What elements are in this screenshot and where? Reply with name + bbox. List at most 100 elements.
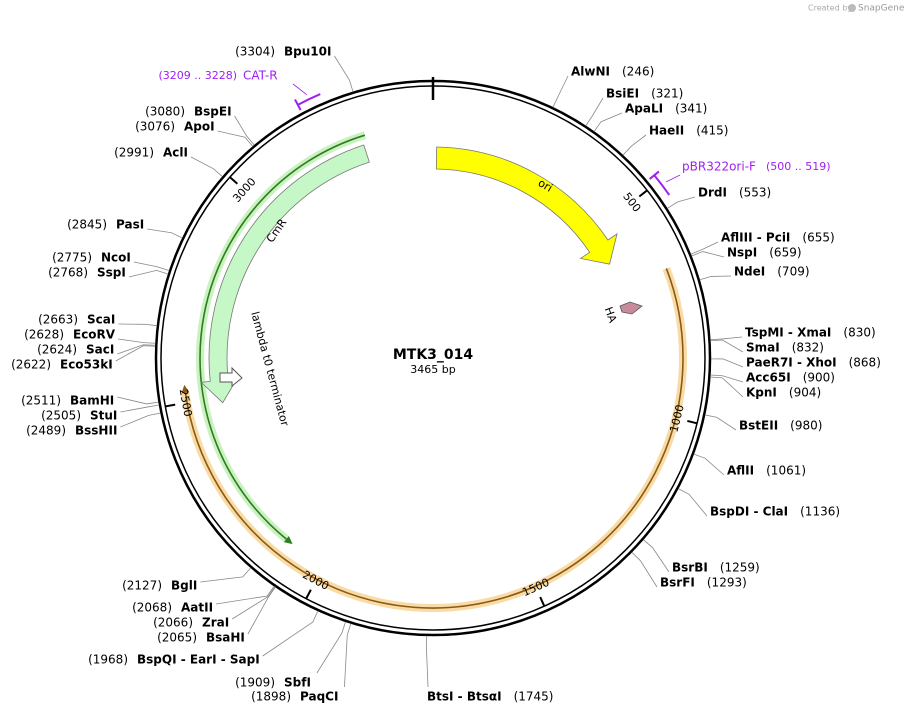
- primer-name: pBR322ori-F: [682, 160, 756, 174]
- enzyme-leader: [262, 610, 319, 657]
- enzyme-name: BspQI - EarI - SapI: [137, 653, 260, 667]
- primer-name: CAT-R: [243, 69, 278, 83]
- enzyme-leader: [118, 338, 156, 344]
- enzyme-site: (2628): [24, 328, 64, 342]
- enzyme-leader: [128, 269, 169, 278]
- enzyme-leader: [593, 112, 623, 132]
- enzyme-name: PasI: [116, 218, 144, 232]
- logo-icon: [848, 4, 856, 12]
- enzyme-name: PaqCI: [300, 690, 338, 704]
- enzyme-site: (246): [622, 65, 654, 79]
- enzyme-leader: [231, 586, 276, 620]
- enzyme-name: ApaLI: [625, 102, 663, 116]
- enzyme-site: (3304): [235, 45, 275, 59]
- plasmid-name: MTK3_014: [393, 347, 474, 363]
- enzyme-name: NdeI: [734, 265, 765, 279]
- cmr-feature: [200, 144, 370, 404]
- enzyme-name: PaeR7I - XhoI: [746, 356, 837, 370]
- enzyme-site: (3080): [145, 105, 185, 119]
- enzyme-leader: [710, 358, 744, 368]
- enzyme-leader: [147, 228, 183, 239]
- arrow-head: [283, 535, 293, 545]
- tick-label: 2000: [300, 568, 331, 593]
- enzyme-name: ZraI: [202, 616, 229, 630]
- enzyme-leader: [234, 115, 255, 146]
- enzyme-leader: [120, 404, 160, 413]
- enzyme-site: (553): [739, 186, 771, 200]
- enzyme-site: (830): [843, 326, 875, 340]
- tick-mark: [229, 176, 239, 185]
- enzyme-leader: [120, 412, 161, 428]
- feature-line: [184, 268, 684, 609]
- tick-label: 500: [620, 190, 643, 215]
- enzyme-site: (1745): [514, 690, 554, 704]
- tick-mark: [687, 419, 698, 425]
- enzyme-name: NcoI: [101, 251, 131, 265]
- primer-tick: [649, 170, 660, 180]
- enzyme-site: (2066): [153, 616, 193, 630]
- enzyme-name: AatII: [181, 601, 213, 615]
- plasmid-length: 3465 bp: [410, 363, 455, 376]
- enzyme-name: BsrBI: [672, 561, 708, 575]
- primer-leader: [292, 83, 308, 96]
- tick-label: 2500: [177, 388, 195, 418]
- enzyme-leader: [585, 97, 604, 127]
- enzyme-leader: [426, 635, 429, 688]
- enzyme-site: (2489): [26, 424, 66, 438]
- terminator-arrow: [219, 366, 243, 388]
- enzyme-site: (2768): [48, 266, 88, 280]
- enzyme-name: TspMI - XmaI: [745, 326, 831, 340]
- enzyme-site: (2511): [21, 394, 61, 408]
- enzyme-site: (709): [777, 265, 809, 279]
- enzyme-leader: [117, 344, 156, 355]
- enzyme-leader: [133, 261, 170, 272]
- feature-label: lambda t0 terminator: [248, 310, 291, 428]
- enzyme-site: (1061): [766, 464, 806, 478]
- enzyme-name: Bpu10I: [284, 45, 331, 59]
- ori-feature: [435, 146, 618, 265]
- tick-mark: [638, 189, 648, 198]
- primer-range: (3209 .. 3228): [158, 69, 237, 82]
- enzyme-leader: [190, 156, 223, 177]
- created-by: Created by: [808, 4, 852, 13]
- enzyme-site: (1909): [235, 676, 275, 690]
- enzyme-leader: [316, 621, 346, 674]
- tick-label: 1000: [667, 403, 686, 433]
- ha-arrow: [619, 301, 643, 315]
- enzyme-name: KpnI: [746, 386, 777, 400]
- enzyme-name: BsaHI: [206, 631, 245, 645]
- arrow-head: [181, 384, 190, 394]
- enzyme-leader: [710, 339, 744, 353]
- enzyme-site: (1898): [251, 690, 291, 704]
- enzyme-site: (341): [675, 102, 707, 116]
- brand: SnapGene: [858, 4, 905, 14]
- enzyme-name: BglI: [171, 579, 197, 593]
- enzyme-site: (2663): [38, 313, 78, 327]
- enzyme-leader: [710, 376, 744, 398]
- enzyme-site: (659): [769, 246, 801, 260]
- enzyme-leader: [710, 374, 744, 383]
- primer-leader: [665, 174, 681, 183]
- enzyme-name: AlwNI: [571, 65, 610, 79]
- enzyme-name: AclI: [163, 146, 188, 160]
- enzyme-leader: [216, 585, 275, 605]
- enzyme-site: (1259): [720, 561, 760, 575]
- enzyme-site: (2622): [11, 358, 51, 372]
- tick-mark: [165, 403, 176, 408]
- enzyme-leader: [217, 130, 254, 147]
- feature-label: HA: [602, 305, 620, 325]
- enzyme-name: Acc65I: [746, 371, 791, 385]
- enzyme-name: DrdI: [698, 186, 727, 200]
- enzyme-leader: [200, 567, 251, 583]
- enzyme-leader: [552, 75, 569, 108]
- enzyme-name: BamHI: [70, 394, 114, 408]
- tick-mark: [305, 589, 312, 600]
- enzyme-name: BspDI - ClaI: [710, 505, 788, 519]
- enzyme-leader: [710, 336, 743, 341]
- enzyme-site: (415): [696, 124, 728, 138]
- enzyme-leader: [117, 396, 159, 405]
- enzyme-site: (1136): [800, 505, 840, 519]
- enzyme-leader: [344, 623, 352, 688]
- enzyme-name: ApoI: [184, 120, 215, 134]
- enzyme-name: BsiEI: [606, 87, 639, 101]
